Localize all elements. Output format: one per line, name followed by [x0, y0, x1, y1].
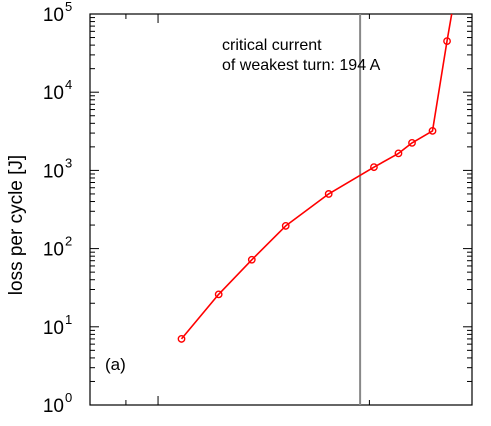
x-axis	[125, 14, 370, 405]
data-point	[177, 335, 186, 343]
annotation-line-2: of weakest turn: 194 A	[222, 57, 381, 74]
panel-label: (a)	[105, 355, 126, 374]
data-point	[443, 37, 451, 46]
y-tick-label-exponent: 3	[65, 155, 72, 170]
plot-frame	[89, 13, 473, 406]
data-point	[324, 190, 333, 198]
y-tick-label: 10	[43, 240, 64, 261]
y-tick-label-exponent: 1	[65, 312, 72, 327]
data-point	[247, 255, 256, 264]
plot-border	[89, 13, 473, 406]
series-layer	[177, 13, 453, 343]
data-point	[428, 126, 437, 135]
y-tick-label: 10	[43, 396, 64, 417]
y-tick-label: 10	[43, 318, 64, 339]
data-point	[370, 163, 378, 172]
y-tick-label-exponent: 2	[65, 234, 72, 249]
y-axis-label: loss per cycle [J]	[6, 155, 27, 295]
y-tick-label: 10	[43, 5, 64, 26]
data-point	[281, 222, 290, 230]
annotation-line-1: critical current	[222, 37, 322, 54]
y-tick-label: 10	[43, 83, 64, 104]
y-tick-label-exponent: 4	[65, 77, 72, 92]
series-line	[180, 13, 453, 340]
data-point	[408, 138, 416, 147]
data-point	[214, 290, 223, 299]
data-point	[394, 149, 403, 158]
y-tick-label-exponent: 5	[65, 0, 72, 14]
y-tick-label: 10	[43, 161, 64, 182]
y-tick-label-exponent: 0	[65, 390, 72, 405]
